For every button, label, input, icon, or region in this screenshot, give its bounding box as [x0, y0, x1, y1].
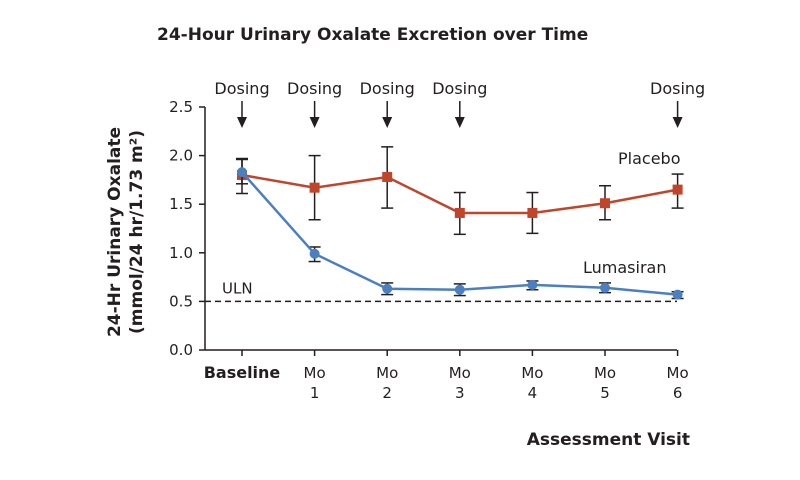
y-tick-label: 2.5: [169, 98, 193, 116]
y-tick-label: 1.0: [169, 244, 193, 262]
x-tick-label: Mo: [376, 364, 398, 382]
data-point-placebo: [600, 198, 610, 209]
data-point-placebo: [382, 171, 393, 182]
data-point-lumasiran: [237, 167, 247, 178]
dosing-label: Dosing: [650, 79, 705, 98]
x-tick-label: Baseline: [204, 363, 281, 382]
x-tick-label: Mo: [594, 364, 616, 382]
x-tick-label: 1: [310, 384, 320, 402]
dosing-label: Dosing: [432, 79, 487, 98]
y-tick-label: 2.0: [169, 147, 193, 165]
dosing-label: Dosing: [214, 79, 269, 98]
data-point-lumasiran: [309, 248, 320, 259]
x-tick-label: 3: [455, 384, 465, 402]
y-ticks: 0.0 0.5 1.0 1.5 2.0 2.5: [169, 98, 205, 359]
data-point-lumasiran: [527, 279, 538, 290]
dosing-arrow-head: [237, 117, 247, 128]
y-tick-label: 0.5: [169, 292, 193, 310]
y-axis-label: 24-Hr Urinary Oxalate: [105, 127, 125, 337]
series-layer: [236, 146, 684, 300]
chart-title: 24-Hour Urinary Oxalate Excretion over T…: [157, 25, 588, 45]
x-tick-label: 2: [382, 384, 392, 402]
x-tick-label: 5: [600, 384, 610, 402]
dosing-arrow-head: [672, 117, 683, 128]
x-tick-label: 4: [528, 384, 538, 402]
x-tick-label: Mo: [521, 364, 543, 382]
x-ticks: Baseline Mo 1 Mo 2 Mo 3 Mo 4 Mo 5 Mo 6: [204, 350, 689, 402]
data-point-lumasiran: [454, 284, 465, 295]
uln-label: ULN: [222, 279, 253, 297]
dosing-label: Dosing: [360, 79, 415, 98]
data-point-placebo: [309, 182, 320, 193]
x-tick-label: 6: [673, 384, 683, 402]
dosing-arrow-head: [382, 117, 393, 128]
x-tick-label: Mo: [667, 364, 689, 382]
x-axis-label: Assessment Visit: [527, 430, 690, 450]
x-tick-label: Mo: [449, 364, 471, 382]
data-point-placebo: [454, 207, 465, 218]
y-axis-title: 24-Hr Urinary Oxalate (mmol/24 hr/1.73 m…: [105, 127, 147, 337]
y-tick-label: 0.0: [169, 341, 193, 359]
data-point-placebo: [527, 207, 538, 218]
dosing-label: Dosing: [287, 79, 342, 98]
data-point-lumasiran: [382, 283, 393, 294]
uln-reference: ULN: [205, 279, 677, 303]
data-point-lumasiran: [672, 289, 683, 300]
y-tick-label: 1.5: [169, 195, 193, 213]
data-point-placebo: [672, 184, 683, 195]
series-label-lumasiran: Lumasiran: [583, 258, 666, 277]
dosing-arrow-head: [309, 117, 320, 128]
series-label-placebo: Placebo: [618, 149, 680, 168]
data-point-lumasiran: [600, 282, 610, 293]
x-tick-label: Mo: [304, 364, 326, 382]
dosing-arrow-head: [454, 117, 465, 128]
dosing-markers: Dosing Dosing Dosing Dosing Dosing: [214, 79, 705, 128]
y-axis-units: (mmol/24 hr/1.73 m²): [127, 130, 147, 334]
